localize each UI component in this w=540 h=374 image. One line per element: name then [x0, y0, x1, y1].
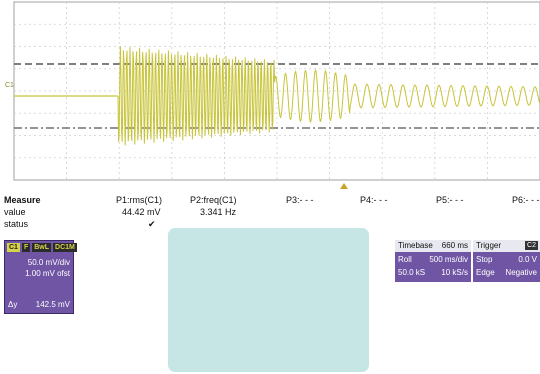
coupling-tag: DC1M: [53, 243, 77, 252]
timebase-delay: 660 ms: [441, 241, 468, 250]
timebase-title: Timebase: [398, 241, 433, 250]
trigger-header: Trigger C2: [473, 240, 540, 252]
trigger-level: 0.0 V: [518, 255, 537, 264]
timebase-header: Timebase 660 ms: [395, 240, 471, 252]
measure-p1-label[interactable]: P1:rms(C1): [116, 195, 163, 205]
channel-tag: C1: [7, 243, 20, 252]
measure-p1-status: ✔: [148, 219, 156, 229]
filter-tag: F: [21, 243, 31, 252]
trigger-position-marker[interactable]: [340, 183, 348, 189]
measure-table: Measure value status P1:rms(C1) 44.42 mV…: [4, 195, 540, 237]
measure-p5-label[interactable]: P5:- - -: [436, 195, 464, 205]
channel-1-trace: [117, 46, 540, 146]
channel-1-descriptor[interactable]: C1 F BwL DC1M 50.0 mV/div 1.00 mV ofst Δ…: [4, 240, 77, 314]
measure-row-label-value: value: [4, 207, 26, 217]
channel-1-ground-marker[interactable]: C1: [5, 82, 14, 89]
volts-per-div: 50.0 mV/div: [27, 258, 70, 267]
delta-y-value: 142.5 mV: [35, 300, 70, 309]
trigger-descriptor[interactable]: Trigger C2 Stop 0.0 V Edge Negative: [473, 240, 540, 282]
trigger-title: Trigger: [476, 241, 502, 250]
measure-p2-label[interactable]: P2:freq(C1): [190, 195, 237, 205]
trigger-type: Edge: [476, 268, 495, 277]
measure-row-label-status: status: [4, 219, 29, 229]
timebase-samples: 50.0 kS: [398, 268, 426, 277]
measure-p1-value: 44.42 mV: [122, 207, 161, 217]
trigger-mode: Stop: [476, 255, 493, 264]
overlay-panel: [168, 228, 369, 372]
measure-header[interactable]: Measure: [4, 195, 41, 205]
measure-p2-value: 3.341 Hz: [200, 207, 237, 217]
timebase-time-div: 500 ms/div: [429, 255, 468, 264]
waveform-display[interactable]: [0, 0, 540, 182]
graticule-border: [13, 1, 540, 181]
measure-p6-label[interactable]: P6:- - -: [512, 195, 540, 205]
trigger-source-badge: C2: [525, 241, 538, 250]
timebase-mode: Roll: [398, 255, 412, 264]
timebase-rate: 10 kS/s: [441, 268, 468, 277]
measure-p3-label[interactable]: P3:- - -: [286, 195, 314, 205]
channel-offset: 1.00 mV ofst: [25, 269, 70, 278]
delta-y-label: Δy: [8, 300, 18, 309]
timebase-descriptor[interactable]: Timebase 660 ms Roll 500 ms/div 50.0 kS …: [395, 240, 471, 282]
measure-p4-label[interactable]: P4:- - -: [360, 195, 388, 205]
bandwidth-limit-tag: BwL: [32, 243, 52, 252]
trigger-slope: Negative: [505, 268, 537, 277]
